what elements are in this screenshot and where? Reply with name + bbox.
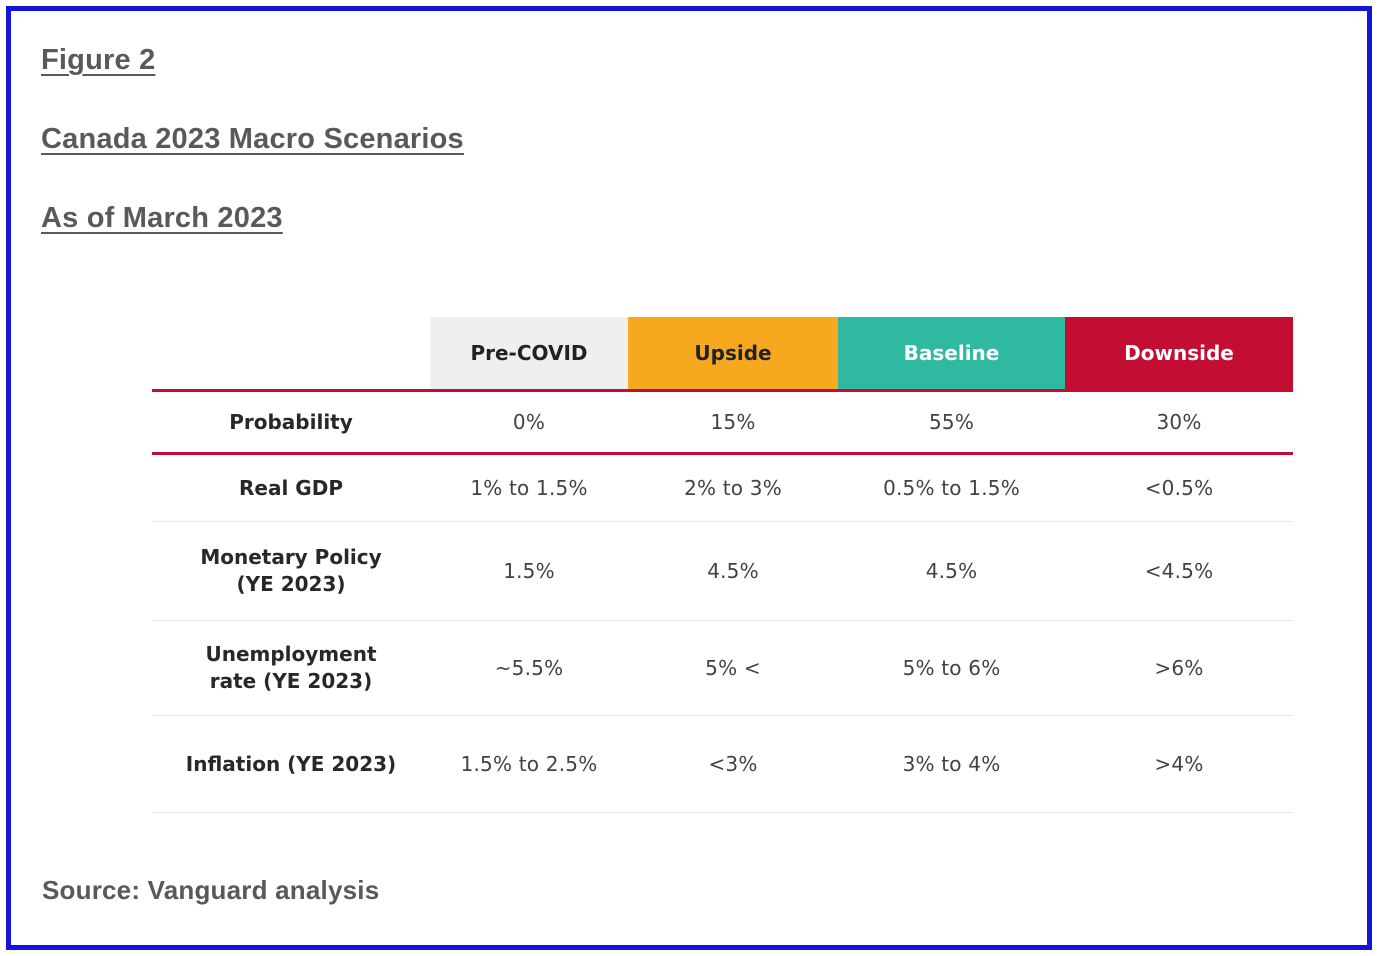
table-row-probability: Probability 0% 15% 55% 30% [152,389,1293,455]
table-cell: 3% to 4% [902,752,1001,776]
table-cell: <4.5% [1144,559,1214,583]
table-cell: 2% to 3% [684,476,782,500]
column-header-pre-covid: Pre-COVID [430,317,628,389]
table-row-real-gdp: Real GDP 1% to 1.5% 2% to 3% 0.5% to 1.5… [152,455,1293,521]
table-row-unemployment-rate: Unemployment rate (YE 2023) ~5.5% 5% < 5… [152,620,1293,715]
table-cell: 1.5% to 2.5% [460,752,598,776]
table-cell: 1.5% [503,559,555,583]
column-header-downside: Downside [1065,317,1293,389]
row-label: Unemployment rate (YE 2023) [205,642,377,693]
table-cell: >4% [1154,752,1204,776]
source-attribution: Source: Vanguard analysis [42,875,380,905]
row-label: Monetary Policy (YE 2023) [200,545,382,596]
table-cell: 30% [1156,410,1202,434]
table-cell: 5% to 6% [902,656,1001,680]
table-cell: 55% [928,410,975,434]
table-row-inflation: Inflation (YE 2023) 1.5% to 2.5% <3% 3% … [152,715,1293,813]
table-cell: ~5.5% [494,656,564,680]
row-label: Inflation (YE 2023) [185,751,397,776]
table-cell: 1% to 1.5% [470,476,588,500]
figure-title: Canada 2023 Macro Scenarios [41,123,464,155]
table-cell: 5% < [705,656,761,680]
table-cell: 15% [710,410,756,434]
table-corner-cell [152,317,430,389]
table-cell: 0% [512,410,546,434]
row-label: Real GDP [239,475,343,500]
table-cell: 0.5% to 1.5% [883,476,1020,500]
table-cell: 4.5% [925,559,978,583]
table-cell: >6% [1154,656,1204,680]
figure-as-of-date: As of March 2023 [41,202,283,234]
table-header-row: Pre-COVID Upside Baseline Downside [152,317,1293,389]
row-label: Probability [229,409,353,434]
figure-label: Figure 2 [41,44,156,76]
table-cell: 4.5% [707,559,759,583]
table-cell: <3% [708,752,758,776]
figure-frame: Figure 2 Canada 2023 Macro Scenarios As … [6,6,1372,950]
column-header-upside: Upside [628,317,838,389]
column-header-baseline: Baseline [838,317,1065,389]
macro-scenarios-table: Pre-COVID Upside Baseline Downside Proba… [152,317,1293,813]
table-cell: <0.5% [1144,476,1214,500]
table-row-monetary-policy: Monetary Policy (YE 2023) 1.5% 4.5% 4.5%… [152,521,1293,620]
figure-headings: Figure 2 Canada 2023 Macro Scenarios As … [11,11,1367,235]
